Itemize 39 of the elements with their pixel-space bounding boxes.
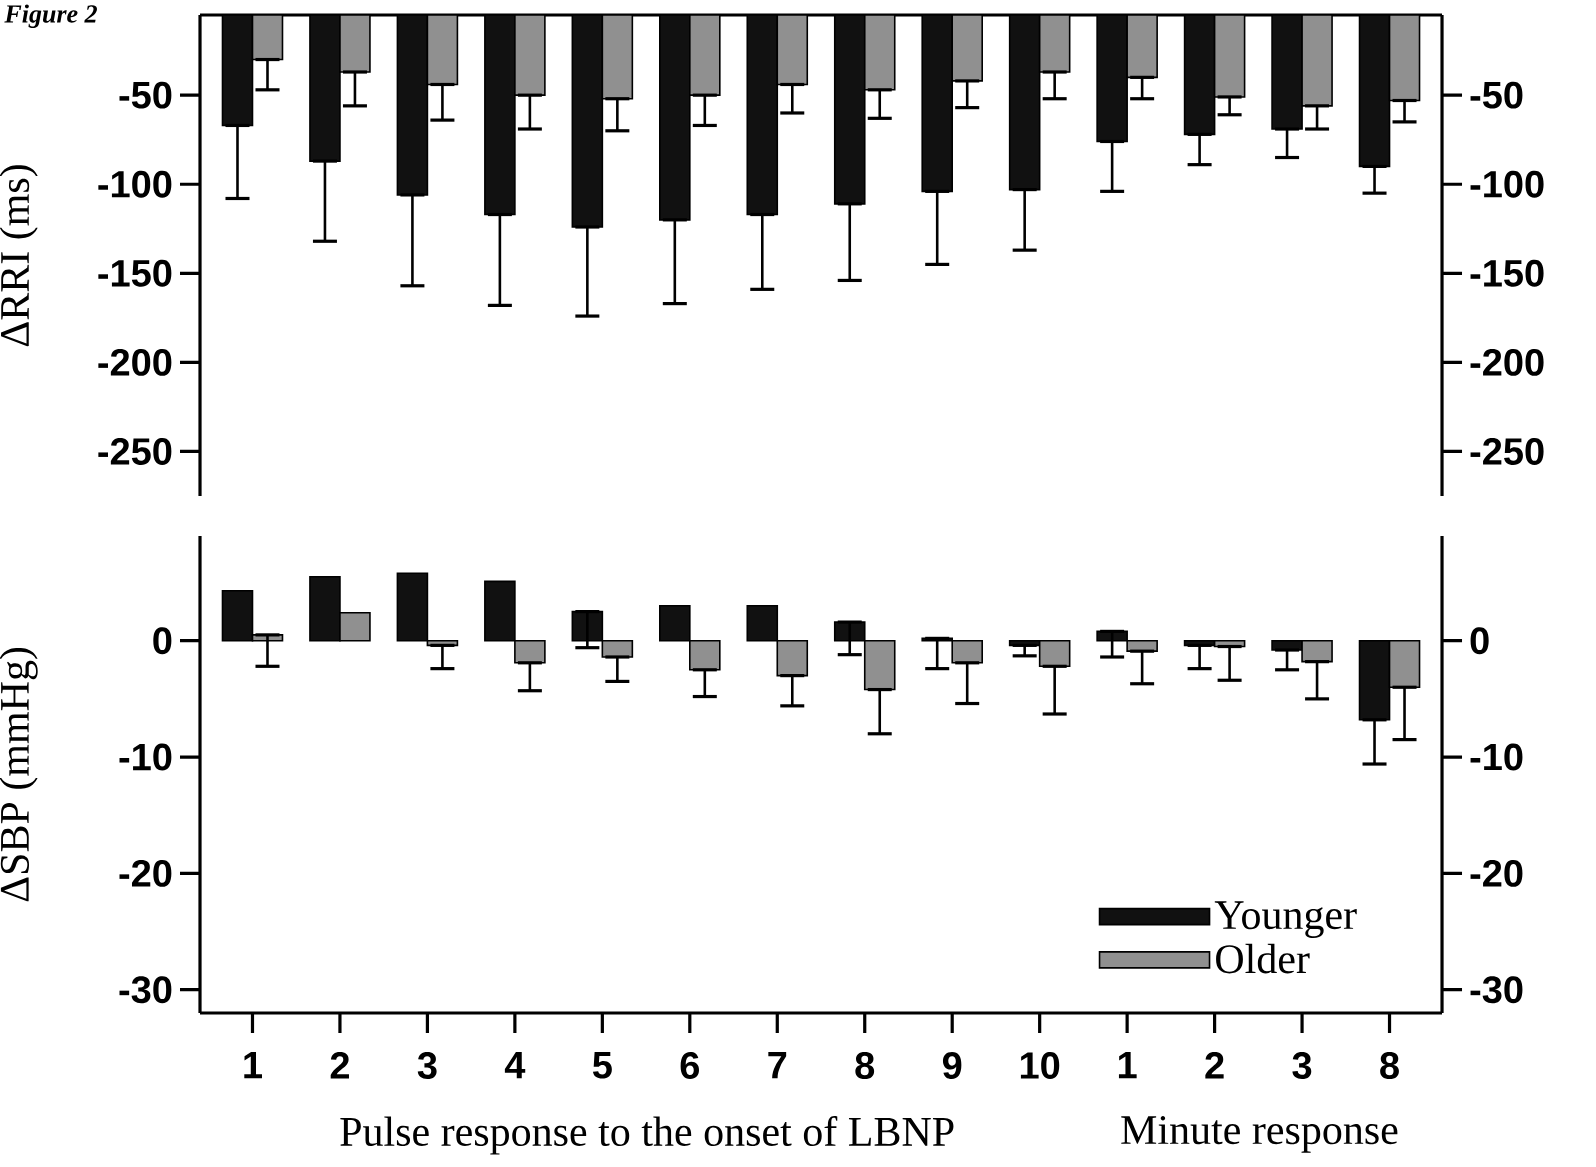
x-tick-label: 3	[417, 1052, 437, 1080]
y-tick-label: -10	[119, 743, 172, 771]
y2-tick-label: -200	[1470, 348, 1544, 376]
y-tick-label: -50	[119, 81, 172, 109]
y2-tick-label: -30	[1470, 976, 1523, 1004]
y2-tick-label: -150	[1470, 259, 1544, 287]
y2-tick-label: -100	[1470, 170, 1544, 198]
y2-tick-label: -10	[1470, 743, 1523, 771]
chart-title: Figure 2	[4, 4, 97, 28]
y-tick-label: -250	[98, 438, 172, 465]
legend-label: Younger	[1214, 901, 1357, 938]
x-tick-label: 2	[330, 1052, 349, 1079]
x-tick-label: 10	[1020, 1052, 1060, 1079]
y2-tick-label: -250	[1470, 438, 1544, 465]
x-tick-label: 3	[1292, 1052, 1312, 1080]
x-tick-label: 8	[855, 1052, 875, 1079]
y2-tick-label: -50	[1470, 81, 1523, 109]
y-tick-label: -200	[98, 348, 172, 376]
x-axis-title: Pulse response to the onset of LBNP	[340, 1116, 954, 1155]
x-tick-label: 5	[592, 1052, 612, 1079]
x-tick-label: 4	[504, 1052, 526, 1079]
y-tick-label: 0	[153, 627, 172, 655]
y2-tick-label: 0	[1470, 627, 1489, 655]
x-tick-label: 2	[1205, 1052, 1224, 1079]
y2-tick-label: -20	[1470, 859, 1523, 887]
x-tick-label: 8	[1380, 1052, 1399, 1079]
x-tick-label: 7	[768, 1052, 787, 1079]
y-axis-title: ΔRRI (ms)	[0, 165, 38, 347]
x-tick-label: 9	[942, 1052, 962, 1079]
y-tick-label: -100	[98, 170, 172, 198]
x-tick-label: 1	[244, 1052, 262, 1079]
x-tick-label: 6	[680, 1052, 699, 1079]
text: Minute response	[1121, 1116, 1398, 1153]
y-tick-label: -150	[98, 259, 172, 287]
y-tick-label: -20	[119, 859, 172, 887]
x-tick-label: 1	[1118, 1052, 1137, 1079]
legend-label: Older	[1216, 943, 1310, 974]
y-axis-title: ΔSBP (mmHg)	[0, 647, 38, 902]
y-tick-label: -30	[119, 976, 172, 1004]
